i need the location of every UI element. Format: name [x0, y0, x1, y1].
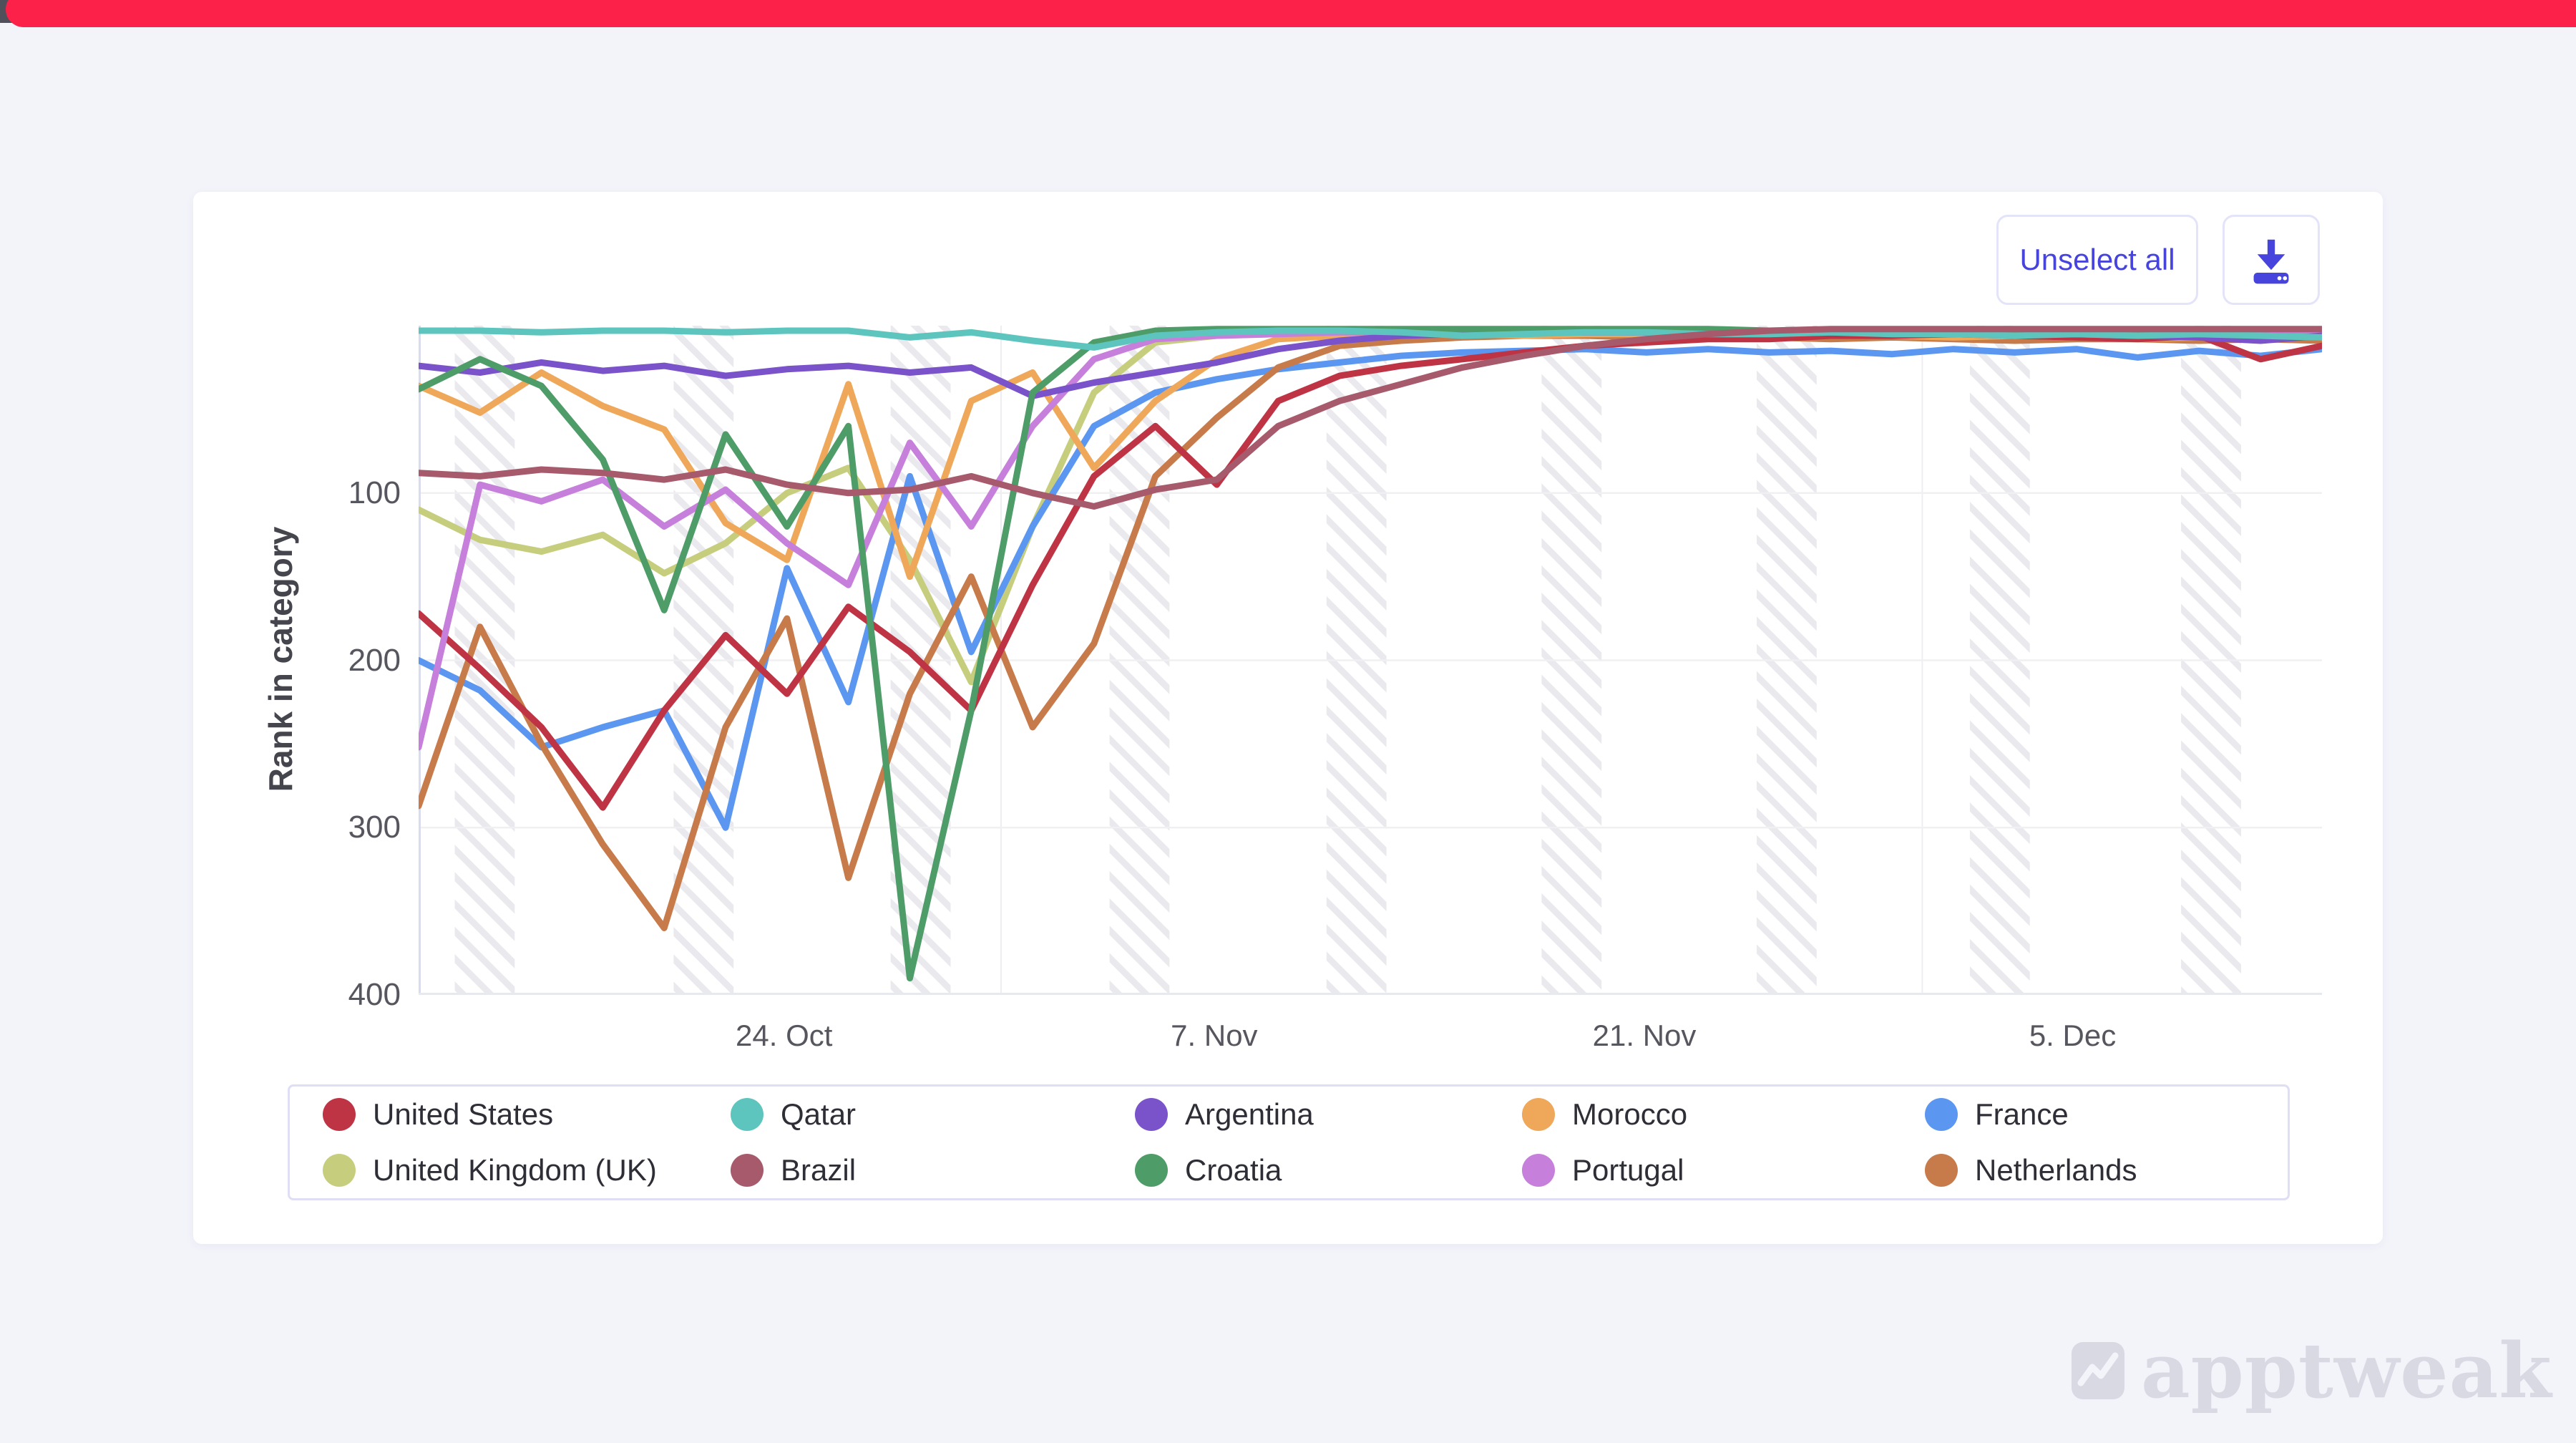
legend-color-dot — [731, 1098, 763, 1131]
download-button[interactable] — [2223, 215, 2320, 305]
unselect-all-button[interactable]: Unselect all — [1996, 215, 2198, 305]
legend-label: United Kingdom (UK) — [373, 1153, 657, 1187]
apptweak-logo-icon — [2071, 1341, 2125, 1400]
legend-item-croatia[interactable]: Croatia — [1135, 1153, 1522, 1187]
legend-label: Portugal — [1572, 1153, 1684, 1187]
top-accent-bar — [6, 0, 2576, 27]
legend-item-argentina[interactable]: Argentina — [1135, 1097, 1522, 1132]
x-tick-label: 7. Nov — [1171, 1019, 1258, 1052]
watermark: apptweak — [2071, 1333, 2552, 1409]
legend-color-dot — [1522, 1154, 1555, 1187]
x-tick-label: 21. Nov — [1592, 1019, 1697, 1052]
legend-color-dot — [1925, 1098, 1958, 1131]
legend-color-dot — [1925, 1154, 1958, 1187]
legend-label: Argentina — [1185, 1097, 1314, 1131]
legend-label: Netherlands — [1975, 1153, 2137, 1187]
legend-color-dot — [1522, 1098, 1555, 1131]
legend-color-dot — [731, 1154, 763, 1187]
legend-label: Qatar — [781, 1097, 857, 1131]
series-line-france[interactable] — [419, 346, 2322, 831]
legend-color-dot — [323, 1098, 356, 1131]
legend-item-netherlands[interactable]: Netherlands — [1925, 1153, 2288, 1187]
legend-item-brazil[interactable]: Brazil — [731, 1153, 1135, 1187]
legend-label: Croatia — [1185, 1153, 1282, 1187]
legend-color-dot — [1135, 1154, 1168, 1187]
legend-item-qatar[interactable]: Qatar — [731, 1097, 1135, 1132]
legend-label: Morocco — [1572, 1097, 1688, 1131]
series-line-qatar[interactable] — [419, 327, 2322, 351]
watermark-text: apptweak — [2141, 1326, 2552, 1415]
rank-line-chart[interactable] — [419, 326, 2322, 995]
legend-label: Brazil — [781, 1153, 857, 1187]
legend-color-dot — [1135, 1098, 1168, 1131]
series-line-netherlands[interactable] — [419, 332, 2322, 931]
y-tick-label: 100 — [348, 475, 401, 510]
chart-card: Unselect all Rank in category 100 200 300 4… — [193, 192, 2383, 1244]
x-tick-label: 24. Oct — [736, 1019, 833, 1052]
series-line-brazil[interactable] — [419, 326, 2322, 510]
legend-item-morocco[interactable]: Morocco — [1522, 1097, 1925, 1132]
download-icon — [2245, 234, 2297, 286]
legend-label: France — [1975, 1097, 2069, 1131]
legend-item-france[interactable]: France — [1925, 1097, 2288, 1132]
legend-item-united-kingdom-uk-[interactable]: United Kingdom (UK) — [323, 1153, 731, 1187]
legend-label: United States — [373, 1097, 554, 1131]
x-tick-label: 5. Dec — [2029, 1019, 2117, 1052]
legend-item-portugal[interactable]: Portugal — [1522, 1153, 1925, 1187]
chart-legend: United States United Kingdom (UK) Qatar Bra… — [288, 1084, 2290, 1200]
legend-color-dot — [323, 1154, 356, 1187]
legend-item-united-states[interactable]: United States — [323, 1097, 731, 1132]
y-tick-label: 300 — [348, 810, 401, 845]
y-tick-label: 200 — [348, 642, 401, 678]
y-tick-label: 400 — [348, 977, 401, 1012]
